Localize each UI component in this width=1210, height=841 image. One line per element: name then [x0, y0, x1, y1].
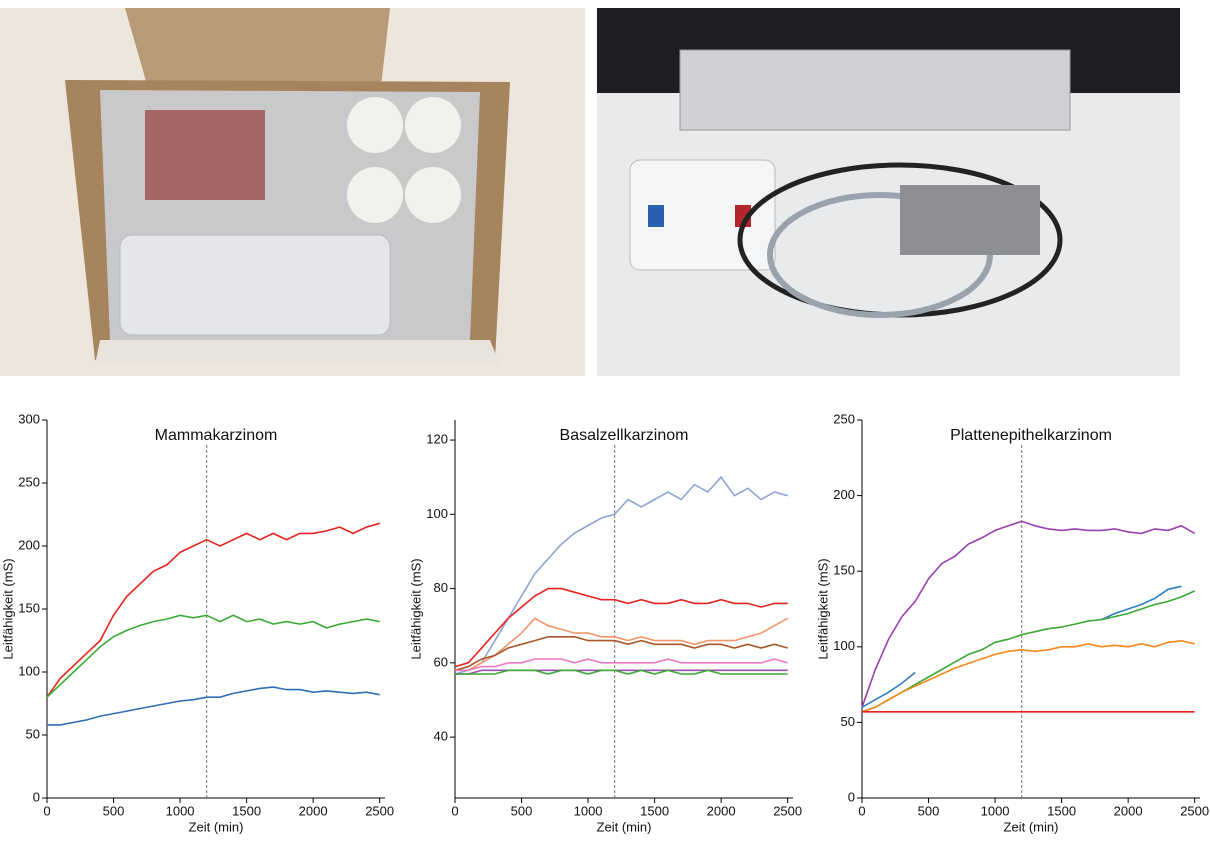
y-axis-label: Leitfähigkeit (mS)	[0, 558, 15, 659]
series-line	[861, 520, 1196, 708]
series-line	[454, 587, 788, 668]
y-tick-label: 100	[833, 638, 855, 653]
x-tick-label: 1500	[232, 803, 261, 818]
series-line	[861, 639, 1195, 713]
x-tick-label: 1500	[640, 803, 669, 818]
series-line	[454, 636, 788, 672]
chart-title: Plattenepithelkarzinom	[950, 427, 1112, 444]
photo-box	[0, 8, 585, 376]
x-axis-label: Zeit (min)	[189, 819, 244, 834]
series-line	[455, 658, 788, 672]
x-tick-label: 1500	[1047, 803, 1076, 818]
series-line	[46, 614, 380, 698]
y-tick-label: 80	[434, 580, 448, 595]
y-tick-label: 100	[426, 506, 448, 521]
series-line	[455, 617, 789, 672]
x-tick-label: 500	[918, 803, 940, 818]
y-tick-label: 300	[18, 411, 40, 426]
x-tick-label: 2000	[299, 803, 328, 818]
chart-title: Mammakarzinom	[155, 427, 278, 444]
chart-title: Basalzellkarzinom	[560, 427, 689, 444]
y-tick-label: 150	[833, 563, 855, 578]
x-axis-label: Zeit (min)	[1004, 819, 1059, 834]
y-axis-label: Leitfähigkeit (mS)	[815, 558, 830, 659]
x-tick-label: 0	[858, 803, 865, 818]
x-axis-label: Zeit (min)	[597, 819, 652, 834]
x-tick-label: 500	[511, 803, 533, 818]
series-line	[46, 522, 380, 698]
y-tick-label: 120	[426, 431, 448, 446]
y-tick-label: 150	[18, 600, 40, 615]
photo-device	[597, 8, 1180, 376]
series-line	[454, 475, 788, 675]
y-axis-label: Leitfähigkeit (mS)	[408, 558, 423, 659]
y-tick-label: 200	[18, 537, 40, 552]
y-tick-label: 100	[18, 663, 40, 678]
x-tick-label: 2500	[773, 803, 802, 818]
y-tick-label: 40	[434, 729, 448, 744]
x-tick-label: 1000	[981, 803, 1010, 818]
y-tick-label: 250	[18, 474, 40, 489]
x-tick-label: 1000	[166, 803, 195, 818]
x-tick-label: 0	[43, 803, 50, 818]
y-tick-label: 0	[33, 789, 40, 804]
x-tick-label: 2000	[1114, 803, 1143, 818]
y-tick-label: 250	[833, 411, 855, 426]
series-line	[861, 590, 1196, 713]
y-tick-label: 50	[26, 726, 40, 741]
y-tick-label: 200	[833, 487, 855, 502]
x-tick-label: 1000	[574, 803, 603, 818]
y-tick-label: 0	[848, 789, 855, 804]
series-line	[47, 686, 380, 726]
x-tick-label: 2500	[1180, 803, 1209, 818]
series-line	[861, 585, 1182, 708]
series-line	[455, 669, 788, 675]
y-tick-label: 60	[434, 654, 448, 669]
x-tick-label: 2500	[365, 803, 394, 818]
x-tick-label: 500	[103, 803, 125, 818]
x-tick-label: 2000	[707, 803, 736, 818]
x-tick-label: 0	[451, 803, 458, 818]
y-tick-label: 50	[841, 714, 855, 729]
